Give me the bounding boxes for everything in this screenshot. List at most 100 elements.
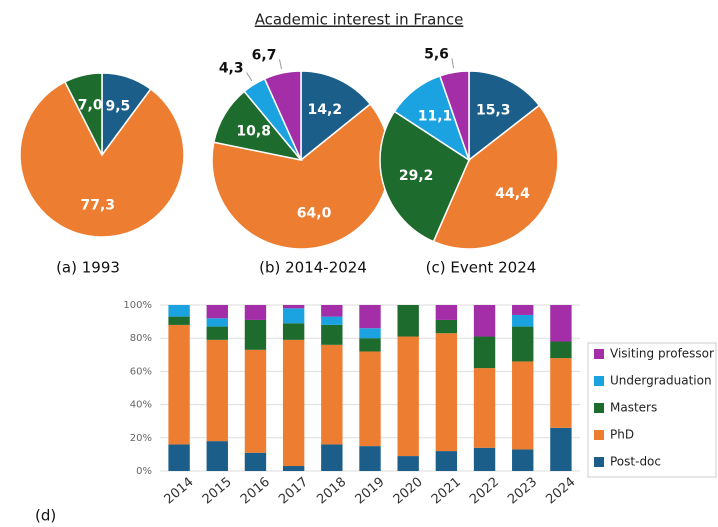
slice-label: 64,0: [297, 206, 332, 222]
bar-segment: [244, 305, 267, 320]
bar-segment: [435, 333, 458, 452]
pie-slice: [300, 70, 372, 162]
bar-segment: [550, 358, 572, 428]
bar-segment: [321, 305, 343, 317]
x-tick-label: 2023: [505, 475, 540, 508]
bar-segment: [512, 449, 534, 471]
slice-label: 77,3: [80, 198, 115, 214]
bar-segment: [168, 444, 190, 471]
slice-label: 7,0: [78, 98, 103, 114]
x-tick-label: 2017: [276, 475, 311, 508]
x-tick-label: 2014: [162, 475, 197, 508]
y-tick-label: 0%: [136, 466, 152, 477]
bar-segment: [435, 305, 458, 320]
y-tick-label: 60%: [130, 366, 152, 377]
bar-segment: [244, 452, 267, 471]
y-tick-label: 40%: [130, 400, 152, 411]
pie-slice: [63, 72, 103, 156]
legend-swatch: [594, 403, 604, 413]
slice-label: 10,8: [236, 124, 271, 140]
x-tick-label: 2024: [543, 475, 578, 508]
bar-segment: [321, 344, 343, 445]
slice-label: 15,3: [476, 102, 511, 118]
leader-line: [451, 58, 455, 69]
bar-segment: [206, 441, 228, 471]
bar-segment: [512, 305, 534, 315]
pie-slice: [468, 70, 541, 162]
legend-label: PhD: [610, 428, 634, 442]
y-tick-label: 20%: [130, 433, 152, 444]
bar-segment: [321, 444, 343, 471]
x-tick-label: 2019: [353, 475, 388, 508]
pie-slice: [263, 70, 302, 161]
slice-label: 11,1: [418, 109, 453, 125]
bar-segment: [282, 308, 305, 324]
chart-caption: (d): [35, 507, 56, 525]
slice-label: 4,3: [219, 61, 244, 77]
bar-segment: [435, 451, 458, 471]
legend-label: Visiting professor: [610, 347, 714, 361]
x-tick-label: 2020: [391, 475, 426, 508]
bar-segment: [282, 339, 305, 467]
legend-label: Post-doc: [610, 455, 661, 469]
leader-line: [278, 59, 283, 70]
x-tick-label: 2015: [200, 475, 235, 508]
leader-line: [246, 72, 253, 82]
legend-box: [587, 342, 717, 478]
bar-segment: [473, 447, 496, 471]
y-tick-label: 80%: [130, 333, 152, 344]
bar-segment: [473, 305, 496, 337]
pie-slice: [379, 110, 470, 243]
bar-segment: [206, 339, 228, 442]
bar-segment: [359, 328, 381, 339]
bar-segment: [168, 305, 190, 317]
pie-caption: (c) Event 2024: [426, 259, 537, 277]
bar-segment: [397, 456, 419, 471]
bar-segment: [550, 427, 572, 471]
bar-segment: [550, 341, 572, 359]
slice-label: 9,5: [105, 99, 130, 115]
slice-label: 29,2: [399, 168, 434, 184]
y-tick-label: 100%: [123, 300, 152, 311]
pie-slice: [438, 70, 470, 161]
x-tick-label: 2018: [314, 475, 349, 508]
bar-segment: [512, 314, 534, 327]
legend-label: Undergraduation: [610, 374, 712, 388]
bar-segment: [359, 338, 381, 352]
x-tick-label: 2016: [238, 475, 273, 508]
bar-segment: [282, 466, 305, 471]
figure-title: Academic interest in France: [255, 11, 464, 29]
bar-segment: [321, 316, 343, 325]
bar-segment: [206, 326, 228, 340]
bar-segment: [359, 305, 381, 329]
slice-label: 5,6: [424, 46, 449, 62]
bar-segment: [168, 324, 190, 445]
bar-segment: [359, 446, 381, 471]
pie-slice: [432, 104, 559, 250]
pie-caption: (a) 1993: [56, 259, 120, 277]
bar-segment: [321, 324, 343, 345]
bar-segment: [512, 326, 534, 362]
legend-label: Masters: [610, 401, 657, 415]
bar-segment: [397, 336, 419, 457]
legend-swatch: [594, 376, 604, 386]
slice-label: 44,4: [495, 186, 530, 202]
bar-segment: [435, 319, 458, 334]
pie-caption: (b) 2014-2024: [259, 259, 367, 277]
legend-swatch: [594, 430, 604, 440]
bar-segment: [397, 305, 419, 337]
bar-segment: [244, 349, 267, 453]
bar-segment: [168, 316, 190, 325]
x-tick-label: 2021: [429, 475, 464, 508]
bar-segment: [206, 318, 228, 327]
pie-slice: [19, 80, 185, 238]
bar-segment: [244, 319, 267, 350]
bar-segment: [206, 305, 228, 319]
slice-label: 6,7: [252, 47, 277, 63]
bar-segment: [550, 305, 572, 342]
legend-swatch: [594, 349, 604, 359]
slice-label: 14,2: [308, 102, 343, 118]
bar-segment: [473, 336, 496, 369]
legend-swatch: [594, 457, 604, 467]
